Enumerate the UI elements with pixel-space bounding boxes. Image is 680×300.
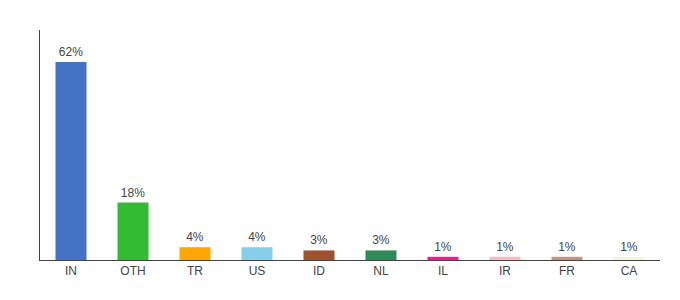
svg-text:FR: FR <box>559 264 575 278</box>
svg-text:OTH: OTH <box>120 264 145 278</box>
svg-text:ID: ID <box>313 264 325 278</box>
svg-text:1%: 1% <box>558 240 576 254</box>
svg-text:3%: 3% <box>310 233 328 247</box>
svg-text:1%: 1% <box>434 240 452 254</box>
svg-text:IN: IN <box>65 264 77 278</box>
svg-text:3%: 3% <box>372 233 390 247</box>
svg-text:4%: 4% <box>248 230 266 244</box>
svg-text:NL: NL <box>373 264 389 278</box>
svg-text:TR: TR <box>187 264 203 278</box>
svg-text:IR: IR <box>499 264 511 278</box>
svg-text:US: US <box>249 264 266 278</box>
svg-text:IL: IL <box>438 264 448 278</box>
svg-text:4%: 4% <box>186 230 204 244</box>
svg-text:18%: 18% <box>121 186 145 200</box>
svg-text:CA: CA <box>621 264 638 278</box>
svg-text:62%: 62% <box>59 45 83 59</box>
svg-text:1%: 1% <box>620 240 638 254</box>
svg-text:1%: 1% <box>496 240 514 254</box>
